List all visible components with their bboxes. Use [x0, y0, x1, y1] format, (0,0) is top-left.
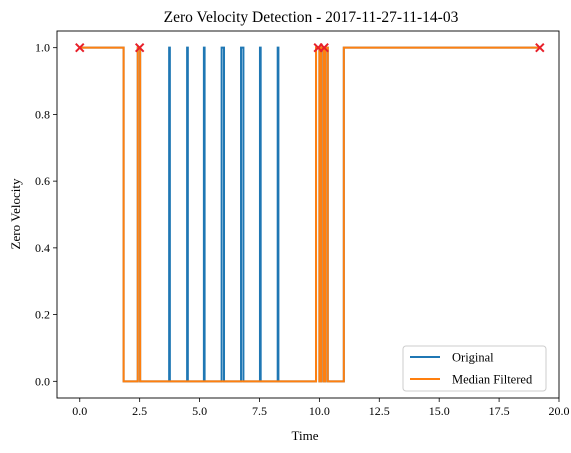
plot-area: [56, 30, 560, 399]
x-tick-label: 20.0: [549, 404, 570, 418]
axes-frame: [56, 30, 560, 399]
y-tick-label: 0.4: [35, 241, 50, 255]
y-axis-label: Zero Velocity: [8, 178, 23, 249]
x-tick-label: 12.5: [369, 404, 390, 418]
y-tick-label: 0.2: [35, 308, 50, 322]
chart-title: Zero Velocity Detection - 2017-11-27-11-…: [164, 9, 459, 26]
legend: Original Median Filtered: [402, 345, 547, 392]
legend-label-median-filtered: Median Filtered: [452, 373, 533, 387]
x-axis-label: Time: [292, 428, 319, 443]
x-tick-label: 10.0: [309, 404, 330, 418]
x-tick-label: 0.0: [72, 404, 87, 418]
series-line-median-filtered: [79, 46, 540, 383]
y-tick-label: 0.6: [35, 174, 50, 188]
y-tick-label: 1.0: [35, 41, 50, 55]
x-tick-label: 7.5: [252, 404, 267, 418]
y-tick-label: 0.8: [35, 107, 50, 121]
y-axis-ticks: 0.0 0.2 0.4 0.6 0.8 1.0: [35, 41, 57, 388]
zero-velocity-marker: [319, 42, 329, 53]
zero-velocity-marker: [535, 42, 545, 53]
x-tick-label: 17.5: [489, 404, 510, 418]
zero-velocity-markers: [75, 42, 545, 53]
zero-velocity-marker: [75, 42, 85, 53]
legend-label-original: Original: [452, 351, 494, 365]
x-tick-label: 15.0: [429, 404, 450, 418]
x-axis-ticks: 0.0 2.5 5.0 7.5 10.0 12.5 15.0 17.5 20.0: [72, 398, 570, 418]
zero-velocity-marker: [134, 42, 145, 53]
y-tick-label: 0.0: [35, 374, 50, 388]
x-tick-label: 5.0: [192, 404, 207, 418]
x-tick-label: 2.5: [132, 404, 147, 418]
